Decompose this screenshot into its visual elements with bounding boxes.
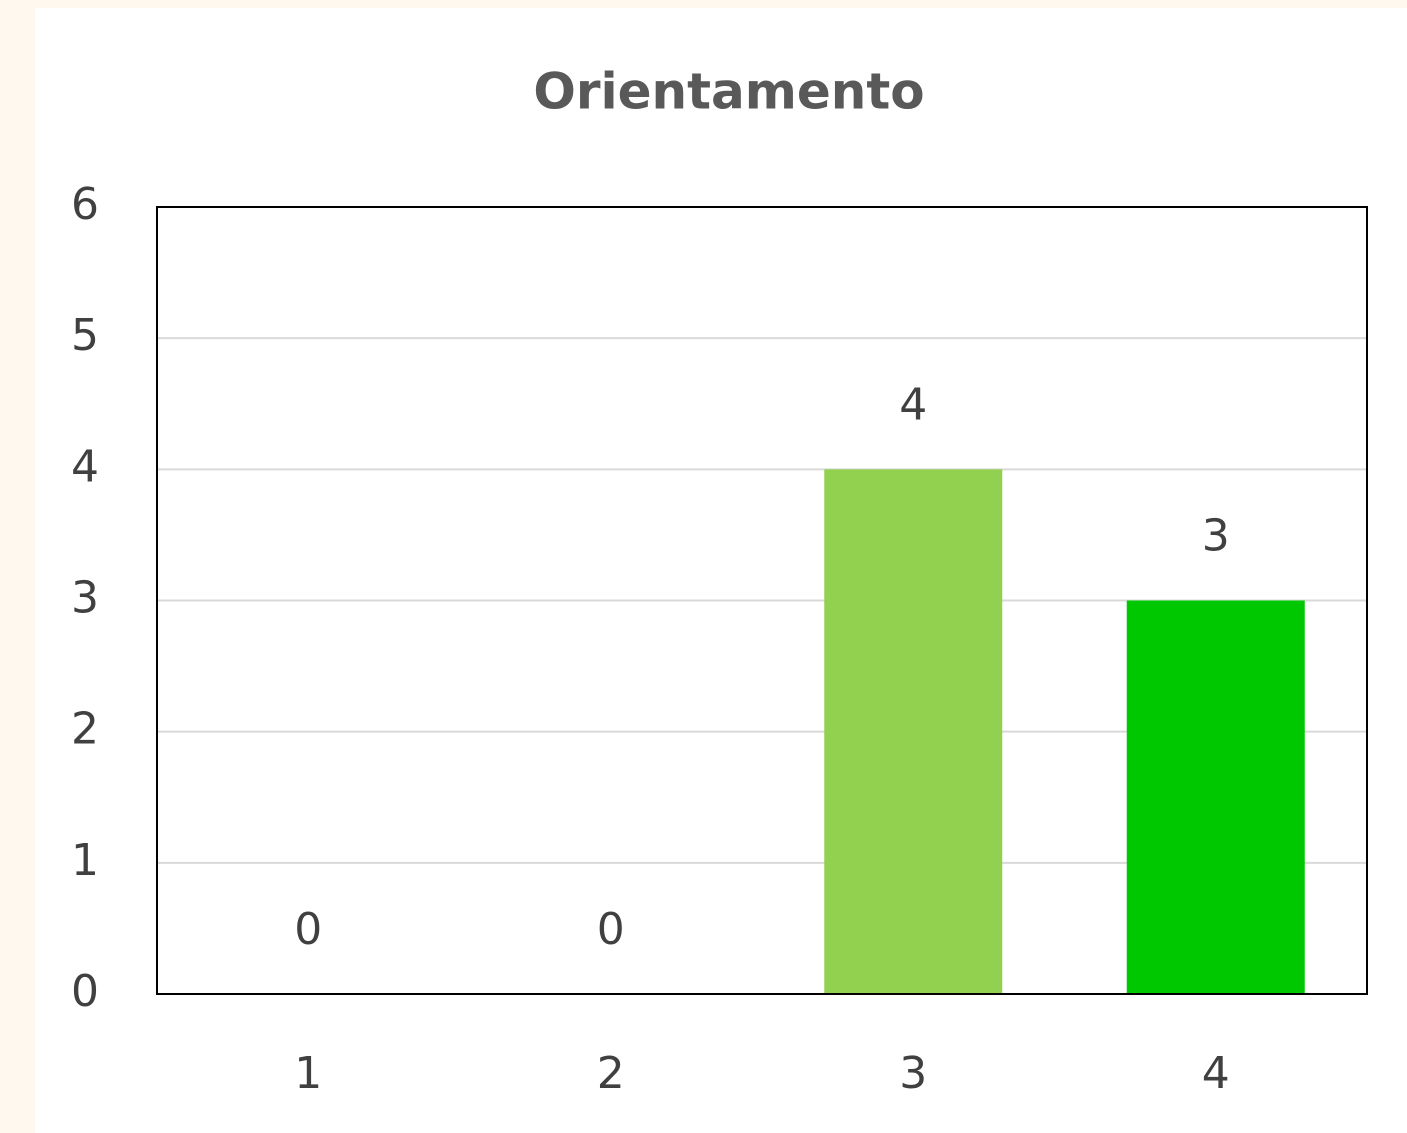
x-tick-label: 1 [294,1048,322,1099]
chart-title: Orientamento [533,63,924,121]
data-label: 3 [1202,511,1230,562]
plot-border [156,206,1368,995]
x-tick-label: 3 [899,1048,927,1099]
y-tick-label: 6 [71,179,99,230]
x-tick-label: 2 [597,1048,625,1099]
bar [824,469,1003,994]
data-label: 4 [899,379,927,430]
y-tick-label: 2 [71,704,99,755]
data-label: 0 [597,904,625,955]
y-tick-label: 1 [71,835,99,886]
bar [1126,600,1305,994]
y-tick-label: 0 [71,966,99,1017]
x-tick-label: 4 [1202,1048,1230,1099]
y-tick-label: 5 [71,310,99,361]
y-tick-label: 3 [71,573,99,624]
y-tick-label: 4 [71,441,99,492]
data-label: 0 [294,904,322,955]
